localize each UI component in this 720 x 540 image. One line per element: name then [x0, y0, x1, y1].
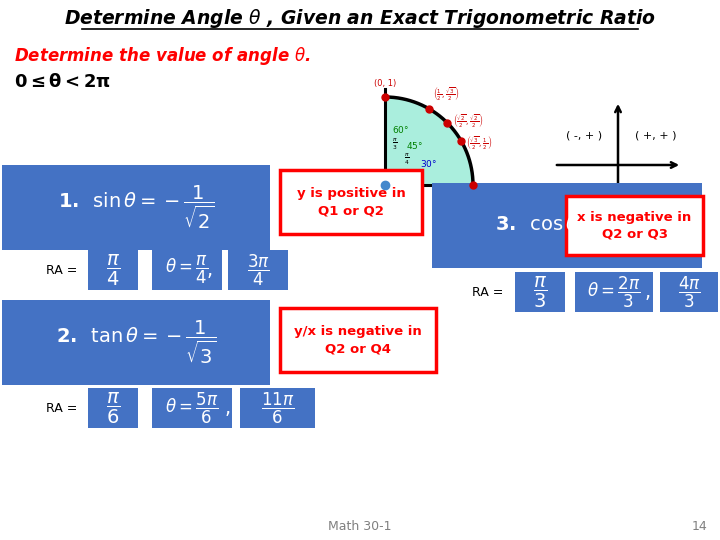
Text: $\frac{\pi}{4}$: $\frac{\pi}{4}$	[404, 152, 410, 167]
Text: ( +, + ): ( +, + )	[635, 130, 677, 140]
Text: x is negative in
Q2 or Q3: x is negative in Q2 or Q3	[577, 211, 692, 240]
Text: $\theta=\dfrac{2\pi}{3}$: $\theta=\dfrac{2\pi}{3}$	[588, 274, 641, 309]
Text: $\theta=\dfrac{5\pi}{6}$: $\theta=\dfrac{5\pi}{6}$	[166, 390, 219, 426]
Text: $\left(\frac{\sqrt{2}}{2},\frac{\sqrt{2}}{2}\right)$: $\left(\frac{\sqrt{2}}{2},\frac{\sqrt{2}…	[453, 112, 484, 130]
FancyBboxPatch shape	[575, 272, 653, 312]
Text: $\theta=\dfrac{\pi}{4}$: $\theta=\dfrac{\pi}{4}$	[166, 254, 209, 286]
Text: Determine the value of angle $\theta$.: Determine the value of angle $\theta$.	[14, 45, 310, 67]
FancyBboxPatch shape	[88, 388, 138, 428]
Text: $\dfrac{\pi}{3}$: $\dfrac{\pi}{3}$	[533, 274, 547, 309]
Text: $\left(\frac{\sqrt{3}}{2},\frac{1}{2}\right)$: $\left(\frac{\sqrt{3}}{2},\frac{1}{2}\ri…	[467, 134, 492, 152]
Text: RA =: RA =	[472, 287, 504, 300]
FancyBboxPatch shape	[660, 272, 718, 312]
Text: $30°$: $30°$	[420, 158, 438, 169]
Text: y is positive in
Q1 or Q2: y is positive in Q1 or Q2	[297, 187, 405, 217]
Text: ( +, - ): ( +, - )	[638, 190, 674, 200]
Text: $60°$: $60°$	[392, 124, 410, 135]
Text: $\dfrac{4\pi}{3}$: $\dfrac{4\pi}{3}$	[678, 274, 701, 309]
Text: ,: ,	[225, 399, 231, 417]
Text: RA =: RA =	[46, 264, 78, 276]
Text: 1.  $\sin\theta = -\dfrac{1}{\sqrt{2}}$: 1. $\sin\theta = -\dfrac{1}{\sqrt{2}}$	[58, 184, 214, 231]
Text: ,: ,	[207, 261, 213, 280]
Text: ( -, - ): ( -, - )	[569, 190, 599, 200]
Text: 14: 14	[692, 519, 708, 532]
FancyBboxPatch shape	[152, 250, 222, 290]
FancyBboxPatch shape	[2, 165, 270, 250]
Text: RA =: RA =	[46, 402, 78, 415]
Text: Determine Angle $\theta$ , Given an Exact Trigonometric Ratio: Determine Angle $\theta$ , Given an Exac…	[64, 8, 656, 30]
Text: $\dfrac{\pi}{6}$: $\dfrac{\pi}{6}$	[106, 390, 120, 426]
Text: $\mathbf{0 \leq \theta < 2\pi}$: $\mathbf{0 \leq \theta < 2\pi}$	[14, 73, 111, 91]
FancyBboxPatch shape	[280, 308, 436, 372]
Text: (1, 0): (1, 0)	[477, 191, 499, 199]
Text: $\frac{\pi}{6}$: $\frac{\pi}{6}$	[416, 169, 422, 184]
Text: ( -, + ): ( -, + )	[566, 130, 602, 140]
Text: $\frac{\pi}{3}$: $\frac{\pi}{3}$	[392, 137, 398, 152]
Text: $\dfrac{11\pi}{6}$: $\dfrac{11\pi}{6}$	[261, 390, 294, 426]
Text: $\left(\frac{1}{2},\frac{\sqrt{3}}{2}\right)$: $\left(\frac{1}{2},\frac{\sqrt{3}}{2}\ri…	[433, 85, 459, 103]
FancyBboxPatch shape	[228, 250, 288, 290]
FancyBboxPatch shape	[2, 300, 270, 385]
FancyBboxPatch shape	[566, 196, 703, 255]
FancyBboxPatch shape	[152, 388, 232, 428]
FancyBboxPatch shape	[280, 170, 422, 234]
FancyBboxPatch shape	[88, 250, 138, 290]
Polygon shape	[385, 97, 473, 185]
FancyBboxPatch shape	[240, 388, 315, 428]
Text: Math 30-1: Math 30-1	[328, 519, 392, 532]
Text: y/x is negative in
Q2 or Q4: y/x is negative in Q2 or Q4	[294, 325, 422, 355]
FancyBboxPatch shape	[432, 183, 702, 268]
Text: $\dfrac{\pi}{4}$: $\dfrac{\pi}{4}$	[106, 253, 120, 287]
Text: 2.  $\tan\theta = -\dfrac{1}{\sqrt{3}}$: 2. $\tan\theta = -\dfrac{1}{\sqrt{3}}$	[56, 319, 216, 366]
FancyBboxPatch shape	[515, 272, 565, 312]
Text: (0, 1): (0, 1)	[374, 79, 396, 88]
Text: 3.  $\cos\theta = -\dfrac{1}{2}$: 3. $\cos\theta = -\dfrac{1}{2}$	[495, 206, 639, 245]
Text: $\dfrac{3\pi}{4}$: $\dfrac{3\pi}{4}$	[246, 252, 269, 288]
Text: $45°$: $45°$	[407, 140, 423, 151]
Text: ,: ,	[645, 282, 651, 301]
